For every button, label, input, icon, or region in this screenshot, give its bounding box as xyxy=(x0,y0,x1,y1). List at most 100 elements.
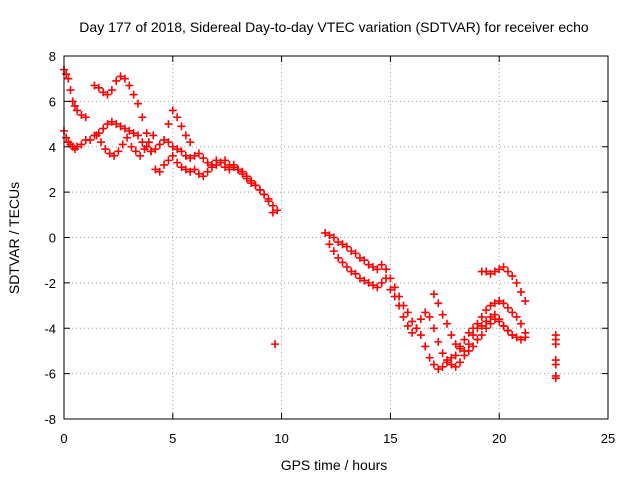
data-point xyxy=(229,163,238,172)
data-point xyxy=(390,283,399,292)
data-point xyxy=(173,113,182,122)
data-point xyxy=(516,319,525,328)
data-point xyxy=(151,145,160,154)
data-point xyxy=(482,306,491,315)
data-point xyxy=(382,265,391,274)
data-point xyxy=(138,113,147,122)
y-tick-label: 0 xyxy=(49,231,56,246)
data-point xyxy=(112,120,121,129)
data-point xyxy=(490,299,499,308)
data-point xyxy=(212,160,221,169)
data-point xyxy=(342,242,351,251)
data-point xyxy=(103,120,112,129)
data-point xyxy=(429,290,438,299)
data-point xyxy=(434,365,443,374)
data-point xyxy=(338,240,347,249)
data-point xyxy=(129,90,138,99)
data-point xyxy=(551,374,560,383)
data-point xyxy=(101,145,110,154)
data-point xyxy=(207,163,216,172)
data-point xyxy=(203,158,212,167)
data-point xyxy=(168,142,177,151)
data-point xyxy=(118,140,127,149)
data-point xyxy=(264,197,273,206)
data-point xyxy=(429,324,438,333)
data-point xyxy=(105,149,114,158)
data-point xyxy=(412,324,421,333)
data-point xyxy=(360,276,369,285)
data-point xyxy=(464,340,473,349)
data-point xyxy=(199,172,208,181)
data-point xyxy=(160,135,169,144)
data-point xyxy=(399,312,408,321)
data-point xyxy=(120,124,129,133)
data-point xyxy=(495,315,504,324)
data-point xyxy=(203,167,212,176)
data-point xyxy=(123,133,132,142)
data-point xyxy=(325,240,334,249)
data-point xyxy=(260,190,269,199)
data-point xyxy=(168,151,177,160)
data-point xyxy=(125,126,134,135)
y-axis-ticks: -8 -6 -4 -2 0 2 4 6 8 xyxy=(44,49,608,427)
data-point xyxy=(94,83,103,92)
data-point xyxy=(447,353,456,362)
data-point xyxy=(368,281,377,290)
data-point xyxy=(477,331,486,340)
data-point xyxy=(503,267,512,276)
data-point xyxy=(199,154,208,163)
y-tick-label: 8 xyxy=(49,49,56,64)
data-point xyxy=(168,106,177,115)
data-point xyxy=(425,353,434,362)
data-point xyxy=(194,169,203,178)
data-point xyxy=(133,131,142,140)
data-point xyxy=(131,147,140,156)
data-point xyxy=(133,99,142,108)
data-point xyxy=(177,122,186,131)
data-point xyxy=(155,167,164,176)
data-point xyxy=(347,247,356,256)
data-point xyxy=(110,151,119,160)
data-point xyxy=(451,340,460,349)
data-point xyxy=(251,181,260,190)
data-point xyxy=(499,299,508,308)
data-point xyxy=(334,253,343,262)
data-point xyxy=(442,356,451,365)
x-tick-label: 20 xyxy=(492,431,506,446)
data-point xyxy=(112,76,121,85)
data-point xyxy=(416,315,425,324)
data-point xyxy=(551,340,560,349)
data-point xyxy=(329,233,338,242)
data-point xyxy=(490,310,499,319)
data-point xyxy=(521,333,530,342)
data-point xyxy=(147,147,156,156)
data-point xyxy=(186,167,195,176)
y-tick-label: 2 xyxy=(49,185,56,200)
data-point xyxy=(508,308,517,317)
data-point xyxy=(355,274,364,283)
data-point xyxy=(486,312,495,321)
data-point xyxy=(177,163,186,172)
data-point xyxy=(386,285,395,294)
data-point xyxy=(114,147,123,156)
x-tick-label: 10 xyxy=(274,431,288,446)
data-point xyxy=(151,165,160,174)
data-point xyxy=(99,124,108,133)
data-point xyxy=(271,340,280,349)
data-point xyxy=(464,328,473,337)
data-point xyxy=(456,358,465,367)
x-axis-ticks: 0 5 10 15 20 25 xyxy=(60,56,615,446)
data-point xyxy=(66,86,75,95)
data-point xyxy=(181,165,190,174)
y-tick-label: 6 xyxy=(49,94,56,109)
y-tick-label: -6 xyxy=(44,367,56,382)
data-point xyxy=(321,228,330,237)
data-point xyxy=(460,346,469,355)
y-tick-label: 4 xyxy=(49,140,56,155)
data-point xyxy=(351,269,360,278)
data-point xyxy=(140,145,149,154)
data-point xyxy=(136,151,145,160)
data-point xyxy=(451,362,460,371)
data-point xyxy=(325,231,334,240)
